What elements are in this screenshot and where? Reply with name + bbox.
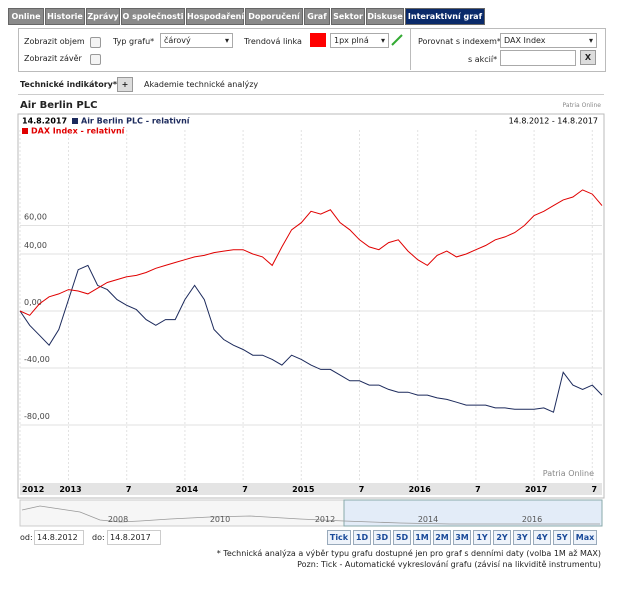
tab[interactable]: Graf <box>304 8 330 25</box>
navigator-line <box>21 505 600 525</box>
chart-source: Patria Online <box>562 102 601 109</box>
legend-label: DAX Index - relativní <box>31 127 126 136</box>
select[interactable]: čárový <box>160 33 233 48</box>
y-tick-label: 40,00 <box>24 241 47 250</box>
tab[interactable]: Historie <box>45 8 85 25</box>
x-tick-label: 2016 <box>409 485 432 494</box>
line-series <box>19 189 603 316</box>
chart-date: 14.8.2017 <box>22 117 67 126</box>
y-tick-label: -80,00 <box>24 412 50 421</box>
x-axis-bar <box>20 483 602 495</box>
y-tick-label: 60,00 <box>24 213 47 222</box>
navigator-label: 2010 <box>210 515 230 524</box>
stock-input[interactable] <box>500 50 576 66</box>
chart-title: Air Berlin PLC <box>20 100 98 111</box>
select[interactable]: 1px plná <box>330 33 389 48</box>
tab[interactable]: Online <box>8 8 44 25</box>
separator <box>18 94 604 95</box>
note: * Technická analýza a výběr typu grafu d… <box>216 549 601 558</box>
tab[interactable]: O společnosti <box>121 8 185 25</box>
x-tick-label: 7 <box>475 485 481 494</box>
period-button[interactable]: 5Y <box>553 530 571 545</box>
label: Zobrazit závěr <box>24 54 82 63</box>
period-button[interactable]: 3D <box>373 530 391 545</box>
period-button[interactable]: 3Y <box>513 530 531 545</box>
navigator-label: 2008 <box>108 515 128 524</box>
checkbox[interactable] <box>90 54 101 65</box>
tab[interactable]: Interaktivní graf <box>405 8 485 25</box>
period-button[interactable]: 1M <box>413 530 431 545</box>
note: Pozn: Tick - Automatické vykreslování gr… <box>297 560 601 569</box>
label: Zobrazit objem <box>24 37 85 46</box>
line-series <box>19 264 603 413</box>
navigator-selection[interactable] <box>343 499 603 527</box>
period-button[interactable]: 1Y <box>473 530 491 545</box>
period-button[interactable]: 4Y <box>533 530 551 545</box>
x-tick-label: 2014 <box>176 485 199 494</box>
y-tick-label: 0,00 <box>24 298 42 307</box>
checkbox[interactable] <box>90 37 101 48</box>
legend-swatch <box>22 128 28 134</box>
legend-label: Air Berlin PLC - relativní <box>81 117 191 126</box>
link[interactable]: Akademie technické analýzy <box>144 80 259 89</box>
period-button[interactable]: 2Y <box>493 530 511 545</box>
navigator-label: 2016 <box>522 515 542 524</box>
x-tick-label: 2012 <box>22 485 44 494</box>
select[interactable]: DAX Index <box>500 33 597 48</box>
add-button[interactable]: + <box>117 77 133 92</box>
from-input[interactable]: 14.8.2012 <box>34 530 84 545</box>
period-button[interactable]: Tick <box>327 530 351 545</box>
separator <box>410 28 411 70</box>
x-tick-label: 7 <box>359 485 365 494</box>
x-tick-label: 7 <box>242 485 248 494</box>
chart-range: 14.8.2012 - 14.8.2017 <box>509 117 598 126</box>
tab[interactable]: Diskuse <box>366 8 404 25</box>
period-button[interactable]: 1D <box>353 530 371 545</box>
label: Typ grafu* <box>113 37 155 46</box>
to-input[interactable]: 14.8.2017 <box>107 530 161 545</box>
label: Technické indikátory*: <box>20 80 121 89</box>
label: Porovnat s indexem* <box>418 37 501 46</box>
color-swatch[interactable] <box>310 33 326 47</box>
tab[interactable]: Zprávy <box>86 8 120 25</box>
navigator-label: 2014 <box>418 515 438 524</box>
label: od: <box>20 533 33 542</box>
tab[interactable]: Hospodaření <box>186 8 244 25</box>
label: Trendová linka <box>244 37 302 46</box>
period-button[interactable]: 2M <box>433 530 451 545</box>
period-button[interactable]: Max <box>573 530 597 545</box>
period-button[interactable]: 5D <box>393 530 411 545</box>
x-tick-label: 2017 <box>525 485 547 494</box>
label: s akcií* <box>468 55 498 64</box>
label: do: <box>92 533 105 542</box>
legend-swatch <box>72 118 78 124</box>
x-tick-label: 7 <box>592 485 598 494</box>
y-tick-label: -40,00 <box>24 355 50 364</box>
chart-frame <box>17 113 605 499</box>
watermark: Patria Online <box>543 469 594 478</box>
navigator-label: 2012 <box>315 515 335 524</box>
x-tick-label: 2013 <box>59 485 81 494</box>
period-button[interactable]: 3M <box>453 530 471 545</box>
x-tick-label: 7 <box>126 485 132 494</box>
pencil-icon[interactable] <box>390 33 404 47</box>
x-tick-label: 2015 <box>292 485 315 494</box>
tab[interactable]: Doporučení <box>245 8 303 25</box>
tab[interactable]: Sektor <box>331 8 365 25</box>
clear-button[interactable]: X <box>580 50 596 65</box>
